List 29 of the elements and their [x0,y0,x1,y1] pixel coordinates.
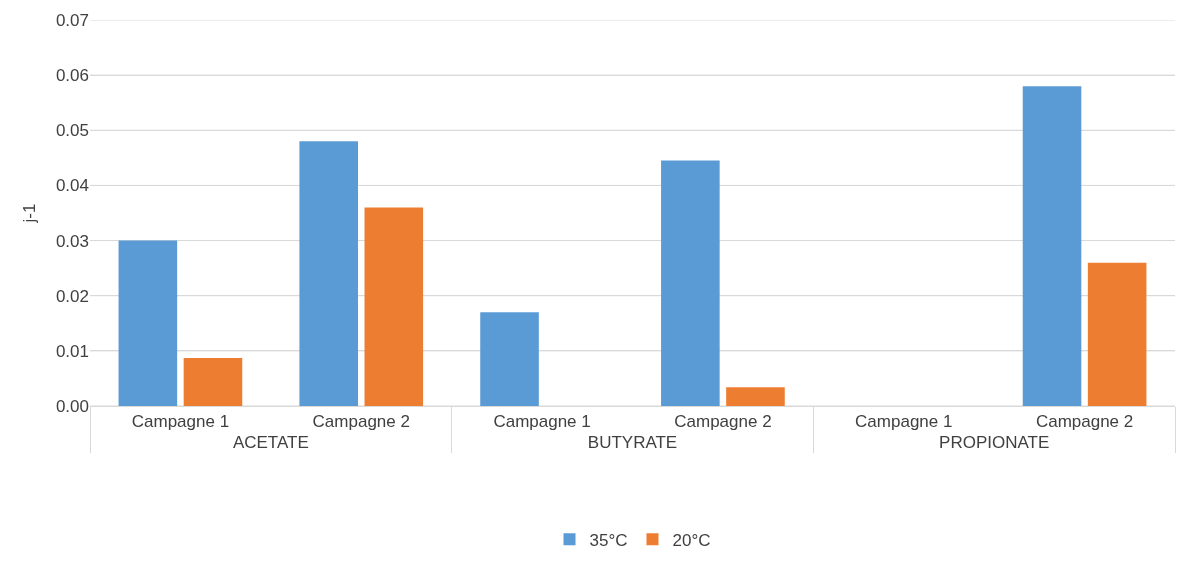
x-tick-label: Campagne 1 [855,412,953,432]
bar [118,240,178,406]
x-tick-label: Campagne 2 [312,412,410,432]
x-tick-label: Campagne 2 [674,412,772,432]
y-tick-label: 0.00 [55,396,89,416]
y-tick-label: 0.05 [55,121,89,141]
bar [1022,86,1082,406]
y-tick-label: 0.02 [55,286,89,306]
bar [726,387,785,406]
bar [480,312,539,406]
text: PROPIONATE [939,433,1050,453]
y-axis-title: j-1 [20,203,40,224]
y-tick-label: 0.06 [55,66,89,86]
y-tick-label: 0.04 [55,176,89,196]
y-tick-label: 0.01 [55,341,89,361]
y-tick-label: 0.03 [55,231,89,251]
legend-label: 20°C [672,530,711,550]
legend-label: 35°C [589,530,628,550]
bar [299,141,358,406]
bar [661,160,720,406]
bar [364,207,424,406]
text: BUTYRATE [587,433,678,453]
y-tick-label: 0.07 [55,10,89,30]
x-tick-label: Campagne 1 [131,412,230,432]
bar [183,358,243,406]
bar [1087,262,1147,406]
text: ACETATE [232,433,309,453]
x-tick-label: Campagne 2 [1035,412,1134,432]
x-tick-label: Campagne 1 [493,412,591,432]
